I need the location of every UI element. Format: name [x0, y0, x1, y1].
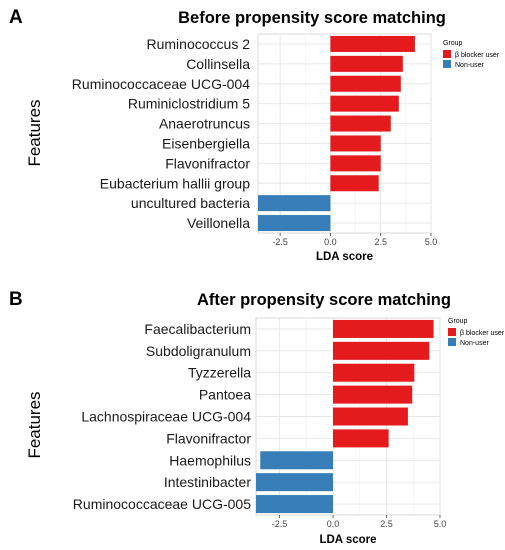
bar	[260, 451, 334, 470]
bar	[330, 55, 403, 72]
category-label: uncultured bacteria	[131, 195, 250, 211]
bar	[330, 155, 381, 172]
category-label: Eubacterium hallii group	[100, 175, 250, 191]
bar	[330, 35, 415, 52]
bar	[256, 495, 334, 514]
legend-entry: Non-user	[460, 340, 489, 347]
bar	[333, 319, 434, 338]
bar	[258, 195, 331, 212]
bar	[333, 341, 430, 360]
category-label: Tyzzerella	[188, 365, 251, 381]
category-label: Faecalibacterium	[144, 321, 251, 337]
x-tick-label: -2.5	[272, 519, 288, 529]
legend-swatch	[448, 328, 456, 336]
x-tick-label: 2.5	[380, 519, 393, 529]
panel-label: B	[9, 289, 23, 310]
chart-panel-B: B After propensity score matching Faecalib…	[9, 289, 505, 546]
category-label: Pantoea	[199, 387, 251, 403]
category-label: Flavonifractor	[166, 430, 251, 446]
category-label: Intestinibacter	[164, 474, 251, 490]
x-tick-label: 0.0	[327, 519, 340, 529]
chart-panel-A: A Before propensity score matching Ruminoc…	[9, 7, 500, 263]
category-label: Collinsella	[186, 56, 250, 72]
legend-entry: β blocker user	[460, 330, 505, 337]
bar	[258, 215, 331, 232]
category-label: Eisenbergiella	[162, 135, 250, 151]
bar	[330, 95, 399, 112]
category-label: Haemophilus	[169, 452, 251, 468]
bar	[333, 385, 413, 404]
x-tick-label: 0.0	[324, 237, 337, 247]
category-label: Ruminiclostridium 5	[128, 96, 250, 112]
legend-entry: β blocker user	[455, 52, 500, 59]
category-label: Flavonifractor	[165, 155, 250, 171]
legend: Group β blocker user Non-user	[443, 40, 500, 69]
x-axis-label: LDA score	[316, 251, 373, 263]
category-label: Anaerotruncus	[159, 116, 250, 132]
legend-entry: Non-user	[455, 62, 484, 69]
category-label: Ruminococcaceae UCG-004	[72, 76, 250, 92]
panel-label: A	[9, 7, 23, 28]
x-axis-label: LDA score	[319, 534, 376, 546]
bar	[333, 429, 389, 448]
x-tick-label: 5.0	[425, 237, 438, 247]
category-label: Ruminococcaceae UCG-005	[73, 496, 251, 512]
x-tick-label: 5.0	[434, 519, 447, 529]
bar	[333, 407, 408, 426]
legend: Group β blocker user Non-user	[448, 318, 505, 347]
bar	[256, 473, 334, 492]
category-label: Ruminococcus 2	[147, 36, 251, 52]
category-label: Veillonella	[187, 215, 250, 231]
bar	[333, 363, 415, 382]
chart-title: After propensity score matching	[197, 291, 451, 309]
bar	[330, 135, 381, 152]
category-label: Lachnospiraceae UCG-004	[81, 409, 251, 425]
legend-swatch	[448, 338, 456, 346]
legend-title: Group	[448, 318, 468, 325]
bar	[330, 175, 379, 192]
chart-title: Before propensity score matching	[178, 9, 446, 27]
x-tick-label: -2.5	[272, 237, 288, 247]
bar	[330, 115, 391, 132]
legend-swatch	[443, 50, 451, 58]
y-axis-label: Features	[25, 99, 44, 166]
category-label: Subdoligranulum	[146, 343, 251, 359]
legend-swatch	[443, 60, 451, 68]
bar	[330, 75, 401, 92]
x-tick-label: 2.5	[374, 237, 387, 247]
legend-title: Group	[443, 40, 463, 47]
y-axis-label: Features	[25, 391, 44, 458]
